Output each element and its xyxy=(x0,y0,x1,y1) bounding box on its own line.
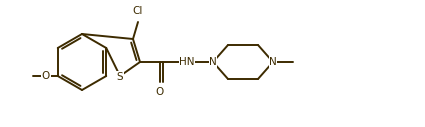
Text: O: O xyxy=(42,71,50,81)
Text: O: O xyxy=(156,87,164,97)
Text: HN: HN xyxy=(179,57,195,67)
Text: N: N xyxy=(269,57,277,67)
Text: S: S xyxy=(117,72,123,82)
Text: N: N xyxy=(209,57,217,67)
Text: Cl: Cl xyxy=(133,6,143,16)
